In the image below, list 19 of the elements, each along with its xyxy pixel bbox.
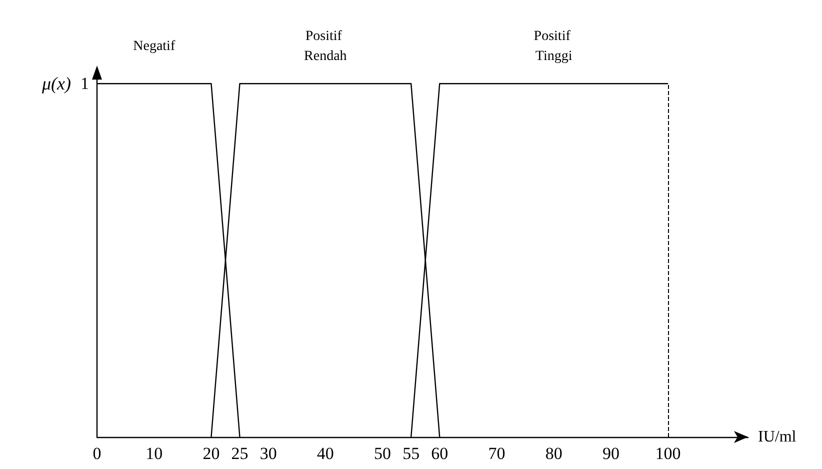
x-axis-title: IU/ml (758, 428, 797, 446)
series-label: Positif Tinggi (534, 29, 574, 64)
x-tick-label: 10 (146, 444, 163, 463)
x-tick-label: 25 (231, 444, 248, 463)
x-tick-label: 80 (545, 444, 562, 463)
x-tick-label: 40 (316, 444, 334, 463)
x-tick-label: 70 (488, 444, 506, 463)
x-tick-label: 30 (260, 444, 277, 463)
x-tick-label: 55 (402, 444, 420, 463)
series-label: Positif Rendah (304, 29, 347, 64)
x-tick-label: 100 (655, 444, 681, 463)
x-tick-label: 0 (92, 444, 102, 463)
x-tick-label: 90 (602, 444, 620, 463)
y-axis-title: μ(x) (40, 74, 72, 94)
text: 1 (80, 74, 89, 94)
x-tick-label: 50 (374, 444, 392, 463)
text: Negatif (133, 39, 176, 54)
x-tick-label: 20 (202, 444, 220, 463)
x-tick-label: 60 (431, 444, 448, 463)
